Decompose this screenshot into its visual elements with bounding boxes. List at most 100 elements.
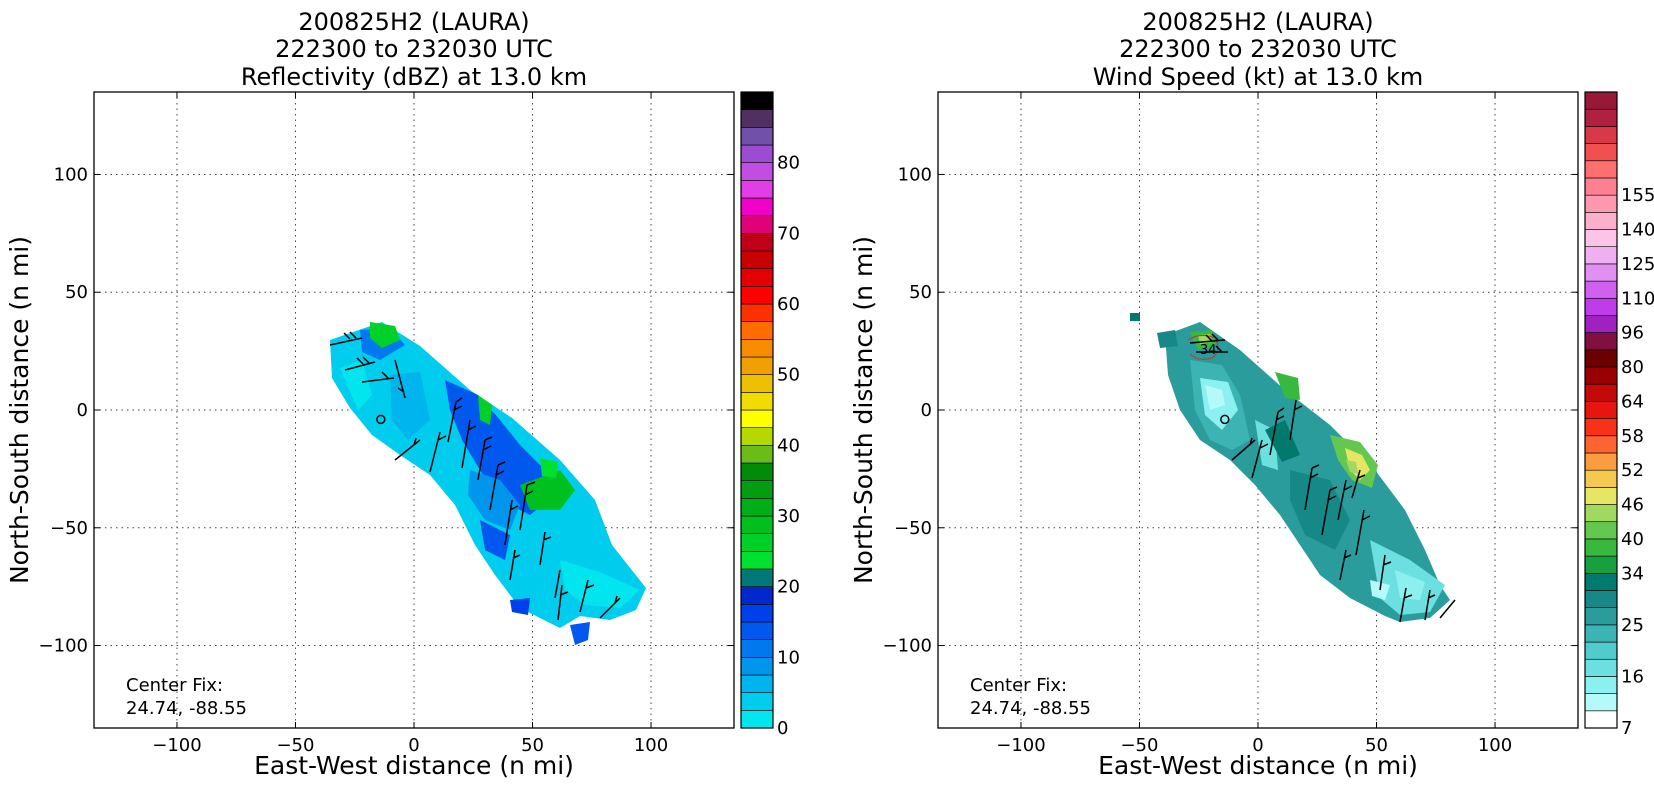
colorbar-tick-label: 16 xyxy=(1621,666,1644,687)
x-tick-label: 100 xyxy=(634,735,668,756)
colorbar-bin xyxy=(740,498,774,517)
reflectivity-panel: 200825H2 (LAURA) 222300 to 232030 UTC Re… xyxy=(5,8,800,780)
x-tick-label: 0 xyxy=(1252,735,1263,756)
colorbar-bin xyxy=(1584,572,1618,591)
colorbar-bin xyxy=(740,162,774,181)
colorbar-bin xyxy=(1584,332,1618,351)
contour-label: 34 xyxy=(1200,343,1217,358)
colorbar-bin xyxy=(740,639,774,658)
colorbar-bin xyxy=(1584,590,1618,608)
colorbar-bin xyxy=(740,692,774,711)
colorbar-bin xyxy=(1584,315,1618,333)
colorbar-tick-label: 34 xyxy=(1621,563,1644,584)
colorbar-tick-label: 80 xyxy=(1621,357,1644,378)
center-marker xyxy=(1220,414,1230,425)
colorbar-bin xyxy=(740,109,774,128)
colorbar-bin xyxy=(740,674,774,693)
center-fix-label: Center Fix: xyxy=(970,675,1067,696)
center-fix-coordinates: 24.74, -88.55 xyxy=(126,698,247,719)
colorbar-bin xyxy=(1584,641,1618,660)
colorbar-bin xyxy=(1584,555,1618,574)
colorbar-bin xyxy=(1584,280,1618,299)
colorbar-tick-label: 155 xyxy=(1621,185,1654,206)
colorbar-bin xyxy=(1584,658,1618,677)
title-line-2: 222300 to 232030 UTC xyxy=(275,35,553,63)
colorbar-bin xyxy=(1584,624,1618,643)
center-fix-label: Center Fix: xyxy=(126,675,223,696)
colorbar-bin xyxy=(740,197,774,216)
x-tick-label: −50 xyxy=(1120,735,1158,756)
colorbar-tick-label: 25 xyxy=(1621,615,1644,636)
y-tick-label: −100 xyxy=(39,636,88,657)
y-axis-label: North-South distance (n mi) xyxy=(5,236,34,584)
title-line-3: Wind Speed (kt) at 13.0 km xyxy=(1093,63,1424,91)
colorbar-bin xyxy=(1584,366,1618,385)
x-tick-label: −50 xyxy=(276,735,314,756)
colorbar-bin xyxy=(1584,143,1618,162)
colorbar-bin xyxy=(1584,401,1618,419)
plot-title: 200825H2 (LAURA) 222300 to 232030 UTC Re… xyxy=(241,8,587,91)
title-line-1: 200825H2 (LAURA) xyxy=(298,8,529,36)
colorbar-frame xyxy=(740,91,774,729)
colorbar-bin xyxy=(740,427,774,446)
colorbar-bin xyxy=(740,356,774,375)
colorbar-bin xyxy=(740,462,774,481)
colorbar-bin xyxy=(1584,693,1618,712)
colorbar-bin xyxy=(740,604,774,623)
colorbar-bin xyxy=(1584,297,1618,316)
colorbar-tick-label: 40 xyxy=(777,435,800,456)
colorbar-bin xyxy=(1584,349,1618,368)
colorbar-bin xyxy=(1584,108,1618,127)
colorbar-bin xyxy=(740,515,774,534)
colorbar-bin xyxy=(1584,487,1618,505)
colorbar-bin xyxy=(1584,246,1618,265)
colorbar-bin xyxy=(740,321,774,340)
center-marker xyxy=(376,414,386,425)
x-tick-label: −100 xyxy=(996,735,1045,756)
colorbar-bin xyxy=(1584,160,1618,179)
wind-barbs xyxy=(1189,333,1456,623)
colorbar-bin xyxy=(1584,383,1618,402)
colorbar-bin xyxy=(740,533,774,552)
y-axis-label: North-South distance (n mi) xyxy=(849,236,878,584)
colorbar-bin xyxy=(1584,452,1618,471)
colorbar-bin xyxy=(740,568,774,587)
colorbar-bin xyxy=(740,374,774,393)
colorbar-tick-label: 70 xyxy=(777,223,800,244)
title-line-3: Reflectivity (dBZ) at 13.0 km xyxy=(241,63,587,91)
x-tick-label: 0 xyxy=(408,735,419,756)
y-tick-label: −50 xyxy=(894,518,932,539)
colorbar-bin xyxy=(1584,676,1618,694)
colorbar-tick-label: 10 xyxy=(777,647,800,668)
y-tick-label: 100 xyxy=(898,164,932,185)
y-tick-label: 0 xyxy=(77,400,88,421)
colorbar-bin xyxy=(740,551,774,570)
wind-speed-colorbar: 7 16 25 34 40 46 52 58 64 80 96 110 125 140 155 xyxy=(1584,91,1654,739)
colorbar-bin xyxy=(1584,126,1618,144)
colorbar-bin xyxy=(740,144,774,163)
x-tick-label: −100 xyxy=(152,735,201,756)
y-tick-labels: −100 −50 0 50 100 xyxy=(39,164,734,657)
title-line-2: 222300 to 232030 UTC xyxy=(1119,35,1397,63)
colorbar-tick-label: 80 xyxy=(777,153,800,174)
colorbar-bin xyxy=(740,710,774,729)
x-tick-label: 50 xyxy=(1365,735,1388,756)
colorbar-bin xyxy=(740,339,774,358)
wind-barbs xyxy=(329,331,621,621)
x-axis-label: East-West distance (n mi) xyxy=(254,751,574,780)
y-tick-labels: −100 −50 0 50 100 xyxy=(883,164,1578,657)
colorbar-tick-label: 125 xyxy=(1621,254,1654,275)
colorbar-bin xyxy=(1584,710,1618,729)
colorbar-bin xyxy=(740,180,774,199)
y-tick-label: −50 xyxy=(50,518,88,539)
y-tick-label: −100 xyxy=(883,636,932,657)
plot-title: 200825H2 (LAURA) 222300 to 232030 UTC Wi… xyxy=(1093,8,1424,91)
title-line-1: 200825H2 (LAURA) xyxy=(1142,8,1373,36)
y-tick-label: 50 xyxy=(909,282,932,303)
colorbar-bin xyxy=(740,127,774,146)
colorbar-tick-label: 40 xyxy=(1621,529,1644,550)
colorbar-bin xyxy=(740,233,774,252)
reflectivity-field xyxy=(329,322,646,645)
colorbar-bin xyxy=(1584,435,1618,454)
